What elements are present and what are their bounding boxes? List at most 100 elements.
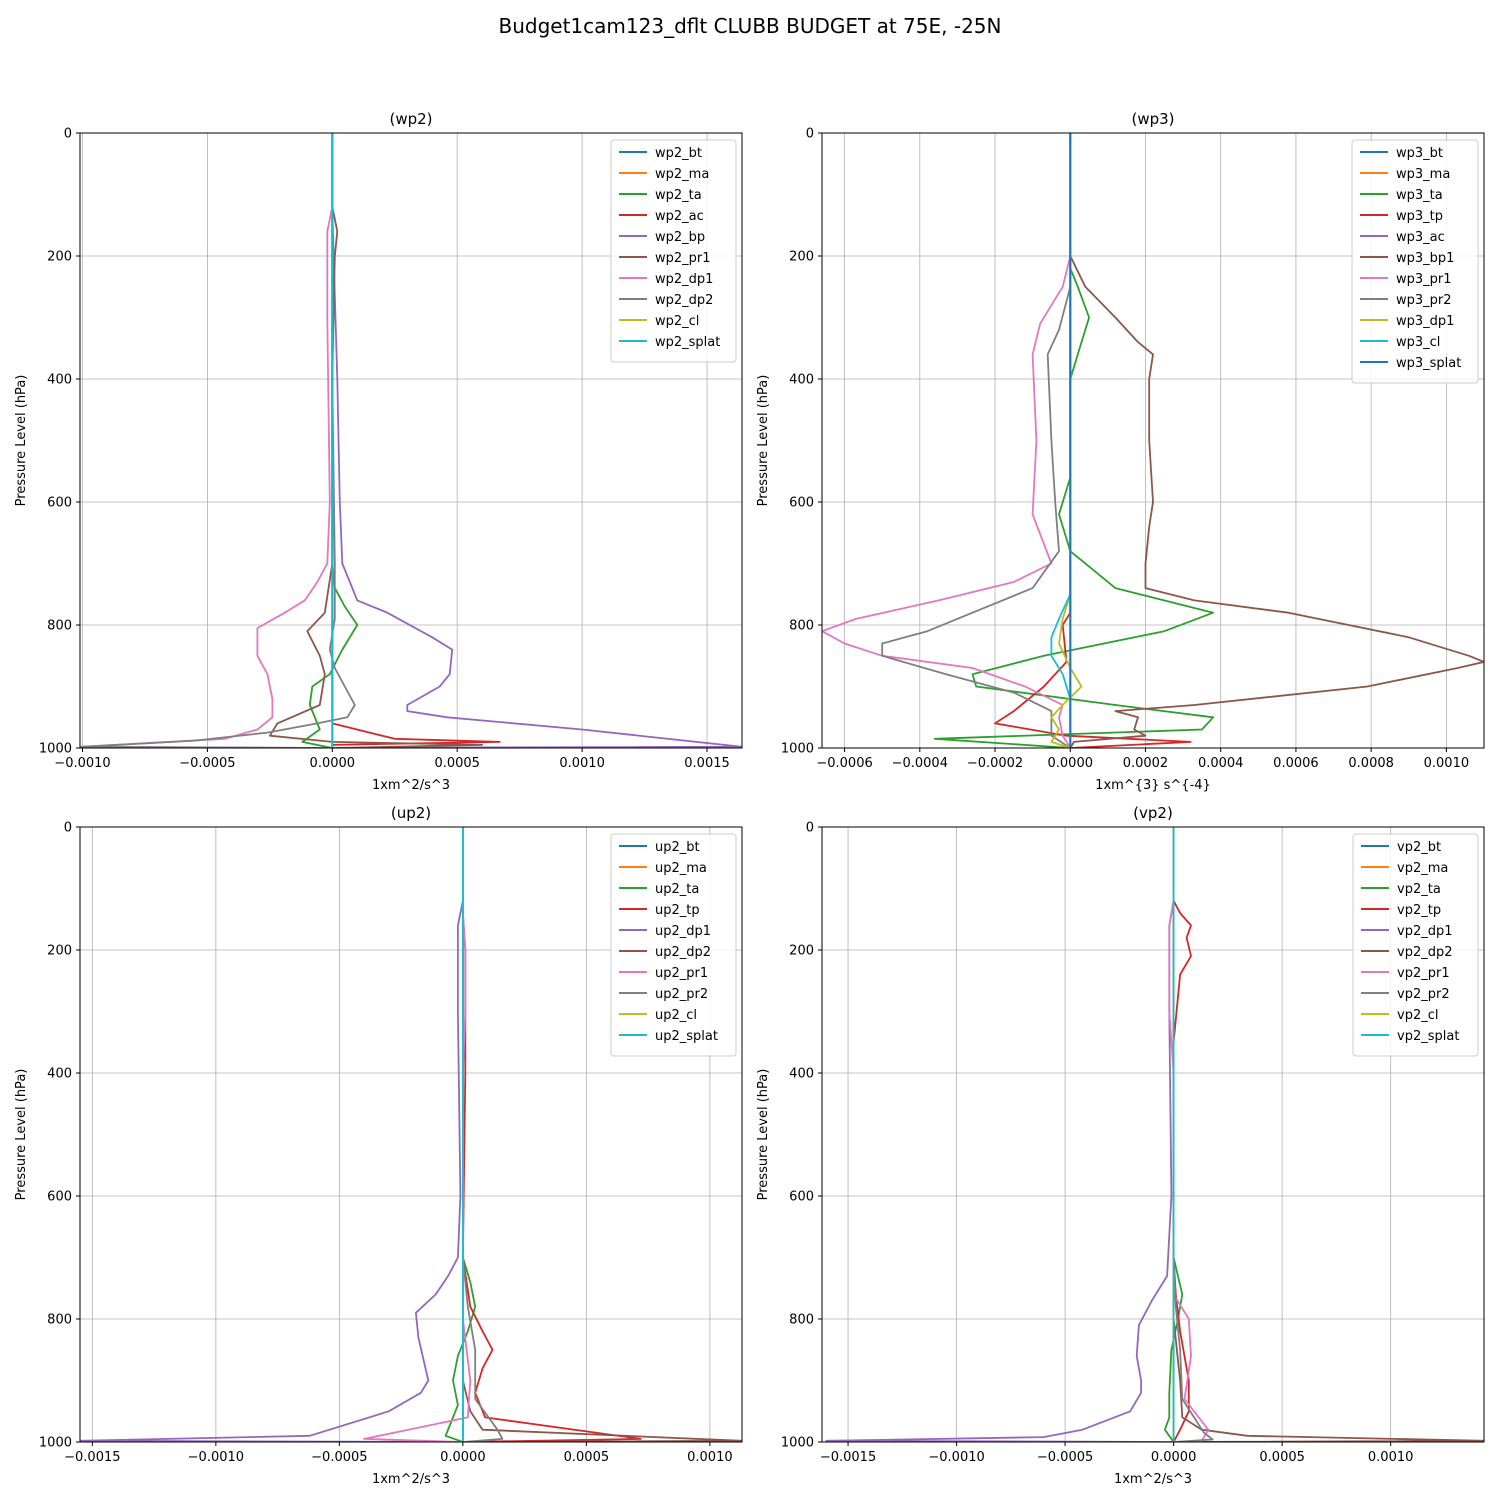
- legend-label: up2_cl: [655, 1008, 697, 1023]
- legend-label: wp3_ac: [1396, 230, 1445, 245]
- legend-label: wp3_bt: [1396, 146, 1443, 161]
- x-tick-label: −0.0006: [816, 756, 872, 771]
- series-line-wp2_bp: [331, 133, 742, 748]
- series-line-up2_pr1: [363, 827, 472, 1442]
- legend-label: wp2_ma: [655, 167, 709, 182]
- legend-box: [610, 139, 737, 363]
- x-tick-label: 0.0015: [684, 756, 730, 771]
- y-tick-label: 600: [47, 1190, 72, 1205]
- legend-label: vp2_ta: [1397, 882, 1441, 897]
- series-line-wp3_bp1: [1069, 133, 1484, 748]
- legend-label: wp3_ma: [1396, 167, 1450, 182]
- legend-label: vp2_pr1: [1397, 966, 1450, 981]
- legend: wp3_bt wp3_ma wp3_ta wp3_tp wp3_ac wp3_bp1 wp3…: [1351, 139, 1479, 384]
- series-line-wp2_dp2: [81, 133, 356, 748]
- subplot-1: −0.0010 −0.0005 0.0000 0.0005 0.0010 0.0015 0 2…: [14, 110, 743, 793]
- y-tick-label: 800: [47, 1313, 72, 1328]
- legend-label: wp2_pr1: [655, 251, 711, 266]
- subplot-2: −0.0006 −0.0004 −0.0002 0.0000 0.0002 0.0004 0…: [756, 110, 1485, 793]
- y-tick-label: 400: [47, 373, 72, 388]
- legend-label: vp2_tp: [1397, 903, 1441, 918]
- series-group: [822, 133, 1484, 748]
- series-line-vp2_pr1: [1168, 827, 1210, 1442]
- legend-label: wp3_splat: [1396, 356, 1461, 371]
- series-line-up2_ta: [444, 827, 477, 1442]
- x-tick-label: 0.0005: [564, 1450, 610, 1465]
- y-tick-label: 0: [806, 127, 814, 142]
- x-tick-label: 0.0008: [1348, 756, 1394, 771]
- x-axis-label: 1xm^2/s^3: [372, 778, 450, 793]
- x-tick-label: 0.0010: [1424, 756, 1470, 771]
- x-tick-label: −0.0010: [188, 1450, 244, 1465]
- legend-label: wp2_dp1: [655, 272, 713, 287]
- legend-label: up2_ma: [655, 861, 707, 876]
- legend-label: vp2_splat: [1397, 1029, 1459, 1044]
- y-tick-label: 800: [789, 1313, 814, 1328]
- legend-label: wp2_bt: [655, 146, 702, 161]
- y-tick-label: 1000: [39, 742, 72, 757]
- x-tick-label: −0.0005: [179, 756, 235, 771]
- y-tick-label: 1000: [781, 1436, 814, 1451]
- legend-label: up2_dp2: [655, 945, 711, 960]
- legend-label: vp2_dp2: [1397, 945, 1453, 960]
- x-tick-label: 0.0010: [1368, 1450, 1414, 1465]
- x-tick-label: 0.0000: [1048, 756, 1094, 771]
- series-line-vp2_dp2: [1172, 827, 1484, 1442]
- y-tick-label: 400: [789, 373, 814, 388]
- legend-label: vp2_bt: [1397, 840, 1441, 855]
- y-tick-label: 400: [789, 1067, 814, 1082]
- plot-frame: [79, 132, 743, 749]
- x-tick-label: 0.0000: [1151, 1450, 1197, 1465]
- series-group: [80, 133, 742, 748]
- x-tick-label: 0.0005: [434, 756, 480, 771]
- series-line-vp2_pr2: [1172, 827, 1214, 1442]
- subplot-title: (up2): [391, 804, 431, 822]
- legend-label: wp3_ta: [1396, 188, 1443, 203]
- y-tick-label: 600: [789, 496, 814, 511]
- x-tick-label: −0.0015: [64, 1450, 120, 1465]
- x-tick-label: −0.0005: [311, 1450, 367, 1465]
- plot-frame: [821, 826, 1485, 1443]
- y-axis-label: Pressure Level (hPa): [756, 375, 771, 507]
- series-line-wp2_ac: [331, 133, 501, 748]
- series-line-wp2_pr1: [268, 133, 484, 748]
- legend-box: [610, 833, 737, 1057]
- legend-label: vp2_dp1: [1397, 924, 1453, 939]
- legend-label: wp2_splat: [655, 335, 720, 350]
- legend-label: up2_pr1: [655, 966, 708, 981]
- y-tick-label: 200: [47, 250, 72, 265]
- series-line-wp3_pr1: [822, 133, 1072, 748]
- legend-label: wp3_bp1: [1396, 251, 1454, 266]
- series-line-wp3_dp1: [1050, 133, 1083, 748]
- x-tick-label: −0.0004: [892, 756, 948, 771]
- series-group: [80, 827, 742, 1442]
- legend-box: [1352, 833, 1479, 1057]
- plot-frame: [821, 132, 1485, 749]
- legend-label: wp3_dp1: [1396, 314, 1454, 329]
- x-tick-label: 0.0000: [310, 756, 356, 771]
- y-tick-label: 200: [47, 944, 72, 959]
- legend: wp2_bt wp2_ma wp2_ta wp2_ac wp2_bp wp2_pr1 wp2…: [610, 139, 737, 363]
- legend-label: up2_ta: [655, 882, 699, 897]
- x-tick-label: −0.0002: [967, 756, 1023, 771]
- subplot-title: (wp2): [389, 110, 432, 128]
- legend-label: wp2_cl: [655, 314, 699, 329]
- legend-label: wp2_ta: [655, 188, 702, 203]
- x-axis-label: 1xm^2/s^3: [1114, 1472, 1192, 1487]
- x-tick-label: −0.0010: [54, 756, 110, 771]
- legend-label: vp2_ma: [1397, 861, 1448, 876]
- x-tick-label: 0.0010: [559, 756, 605, 771]
- series-line-wp3_pr2: [881, 133, 1072, 748]
- series-line-up2_dp1: [80, 827, 464, 1442]
- series-line-wp2_dp1: [80, 133, 334, 748]
- legend-label: wp2_dp2: [655, 293, 713, 308]
- legend: vp2_bt vp2_ma vp2_ta vp2_tp vp2_dp1 vp2_dp2vp…: [1352, 833, 1479, 1057]
- x-axis-label: 1xm^2/s^3: [372, 1472, 450, 1487]
- legend-label: up2_pr2: [655, 987, 708, 1002]
- series-line-wp3_tp: [994, 133, 1192, 748]
- x-tick-label: −0.0010: [928, 1450, 984, 1465]
- legend: up2_bt up2_ma up2_ta up2_tp up2_dp1 up2_dp2up…: [610, 833, 737, 1057]
- y-tick-label: 600: [789, 1190, 814, 1205]
- x-tick-label: 0.0010: [687, 1450, 733, 1465]
